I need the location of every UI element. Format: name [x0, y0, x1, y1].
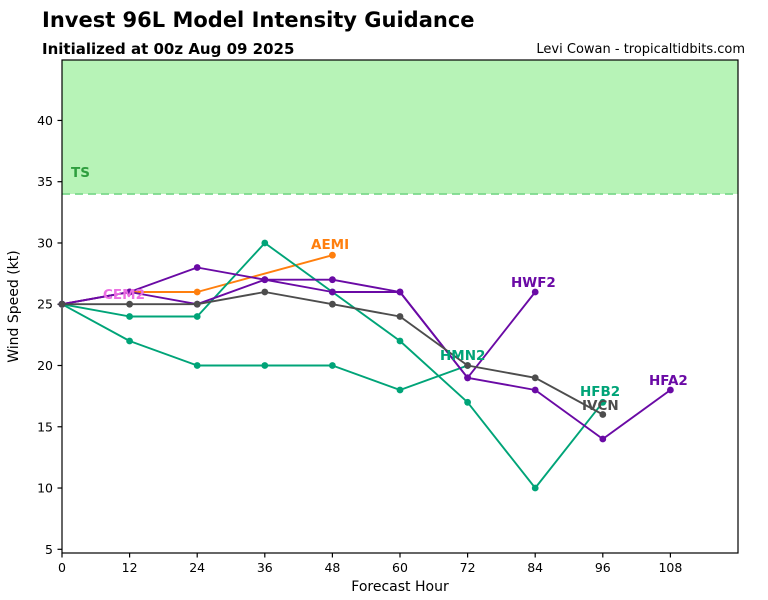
marker-IVCN — [329, 300, 336, 308]
marker-HFA2 — [667, 386, 674, 394]
marker-HWF2 — [329, 276, 336, 284]
y-tick-label: 40 — [37, 113, 53, 128]
credit-text: Levi Cowan - tropicaltidbits.com — [536, 42, 745, 57]
marker-IVCN — [261, 288, 269, 296]
y-tick-label: 20 — [37, 358, 53, 373]
marker-IVCN — [193, 300, 201, 308]
marker-HFA2 — [126, 288, 133, 296]
x-tick-label: 108 — [658, 560, 682, 575]
marker-HFB2 — [599, 398, 607, 406]
marker-IVCN — [396, 313, 404, 320]
marker-HFA2 — [531, 386, 539, 394]
marker-HFA2 — [261, 276, 269, 284]
x-tick-label: 48 — [324, 560, 340, 575]
marker-HWF2 — [531, 288, 539, 296]
marker-AEMI — [193, 288, 201, 296]
marker-HFA2 — [599, 435, 607, 443]
x-tick-label: 36 — [257, 560, 273, 575]
marker-HFB2 — [396, 337, 404, 345]
marker-HMN2 — [261, 362, 269, 369]
marker-IVCN — [58, 300, 66, 308]
marker-HFB2 — [464, 398, 471, 406]
x-tick-label: 0 — [58, 560, 66, 575]
x-tick-label: 72 — [460, 560, 476, 575]
x-tick-label: 60 — [392, 560, 408, 575]
y-tick-label: 5 — [45, 542, 53, 557]
marker-HWF2 — [193, 264, 201, 271]
x-tick-label: 12 — [122, 560, 138, 575]
x-tick-label: 96 — [595, 560, 611, 575]
marker-AEMI — [329, 251, 336, 259]
marker-IVCN — [126, 300, 133, 308]
marker-HMN2 — [126, 337, 133, 345]
y-tick-label: 35 — [37, 174, 53, 189]
series-label-HFB2: HFB2 — [580, 384, 620, 400]
y-tick-label: 15 — [37, 419, 53, 434]
ts-label: TS — [71, 165, 90, 181]
marker-IVCN — [599, 411, 607, 418]
marker-HFB2 — [126, 313, 133, 320]
x-axis-title: Forecast Hour — [351, 579, 449, 595]
marker-HMN2 — [193, 362, 201, 369]
x-tick-label: 24 — [189, 560, 205, 575]
series-line-HFA2 — [61, 278, 671, 440]
marker-HMN2 — [396, 386, 404, 394]
series-label-AEMI: AEMI — [311, 237, 349, 253]
series-label-HFA2: HFA2 — [649, 373, 688, 389]
x-tick-label: 84 — [527, 560, 543, 575]
series-label-CEM2: CEM2 — [103, 287, 145, 303]
series-label-HMN2: HMN2 — [440, 348, 485, 364]
marker-HFA2 — [464, 374, 471, 382]
series-label-IVCN: IVCN — [582, 398, 619, 414]
marker-HFB2 — [261, 239, 269, 247]
series-label-HWF2: HWF2 — [511, 275, 556, 291]
y-tick-label: 10 — [37, 481, 53, 496]
ts-region — [62, 60, 738, 194]
chart-subtitle: Initialized at 00z Aug 09 2025 — [42, 40, 295, 58]
marker-HFB2 — [531, 484, 539, 492]
y-tick-label: 30 — [37, 235, 53, 250]
y-tick-label: 25 — [37, 297, 53, 312]
marker-HMN2 — [329, 362, 336, 369]
chart-title: Invest 96L Model Intensity Guidance — [42, 8, 475, 32]
marker-HFB2 — [193, 313, 201, 320]
marker-HFA2 — [396, 288, 404, 296]
marker-IVCN — [531, 374, 539, 382]
marker-HFA2 — [329, 288, 336, 296]
marker-IVCN — [464, 362, 471, 369]
y-axis-title: Wind Speed (kt) — [6, 250, 22, 363]
